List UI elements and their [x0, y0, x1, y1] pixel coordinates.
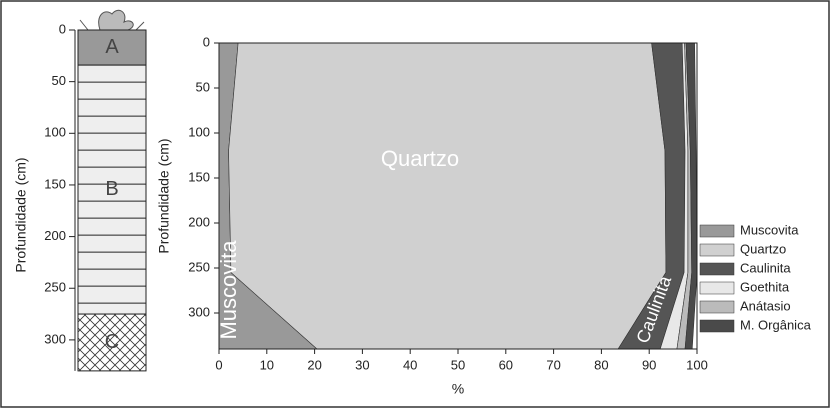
y-tick-label: 300 [44, 331, 66, 346]
y-tick-label: 300 [188, 304, 210, 319]
plant-icon [80, 10, 144, 30]
x-tick-label: 60 [499, 357, 513, 372]
x-tick-label: 0 [215, 357, 222, 372]
horizon-label: A [105, 36, 119, 58]
legend-label: Caulinita [740, 260, 791, 275]
legend-swatch [700, 282, 734, 294]
y-tick-label: 50 [52, 73, 66, 88]
x-tick-label: 20 [307, 357, 321, 372]
y-tick-label: 150 [44, 176, 66, 191]
figure: ABC050100150200250300Profundidade (cm)Mu… [0, 0, 830, 408]
y-tick-label: 200 [188, 214, 210, 229]
x-tick-label: 70 [546, 357, 560, 372]
legend-label: M. Orgânica [740, 317, 812, 332]
legend-label: Quartzo [740, 241, 786, 256]
x-axis-label: % [452, 381, 464, 397]
y-tick-label: 50 [196, 79, 210, 94]
y-tick-label: 250 [188, 259, 210, 274]
legend-swatch [700, 320, 734, 332]
area [229, 43, 666, 349]
x-tick-label: 10 [260, 357, 274, 372]
y-tick-label: 100 [188, 124, 210, 139]
y-tick-label: 150 [188, 169, 210, 184]
y-tick-label: 0 [203, 34, 210, 49]
y-tick-label: 100 [44, 125, 66, 140]
legend-label: Muscovita [740, 222, 799, 237]
annotation: Quartzo [381, 146, 459, 171]
legend-swatch [700, 301, 734, 313]
x-tick-label: 90 [642, 357, 656, 372]
y-tick-label: 0 [59, 21, 66, 36]
y-tick-label: 200 [44, 228, 66, 243]
y-axis-label: Profundidade (cm) [13, 157, 29, 272]
x-tick-label: 80 [594, 357, 608, 372]
legend-swatch [700, 263, 734, 275]
x-tick-label: 100 [686, 357, 708, 372]
legend-label: Goethita [740, 279, 790, 294]
annotation: Muscovita [216, 240, 241, 340]
legend-swatch [700, 225, 734, 237]
y-tick-label: 250 [44, 280, 66, 295]
y-axis-label: Profundidade (cm) [156, 138, 172, 253]
x-tick-label: 40 [403, 357, 417, 372]
horizon-label: C [105, 331, 119, 353]
legend-label: Anátasio [740, 298, 791, 313]
horizon-label: B [105, 178, 118, 200]
legend-swatch [700, 244, 734, 256]
x-tick-label: 50 [451, 357, 465, 372]
x-tick-label: 30 [355, 357, 369, 372]
